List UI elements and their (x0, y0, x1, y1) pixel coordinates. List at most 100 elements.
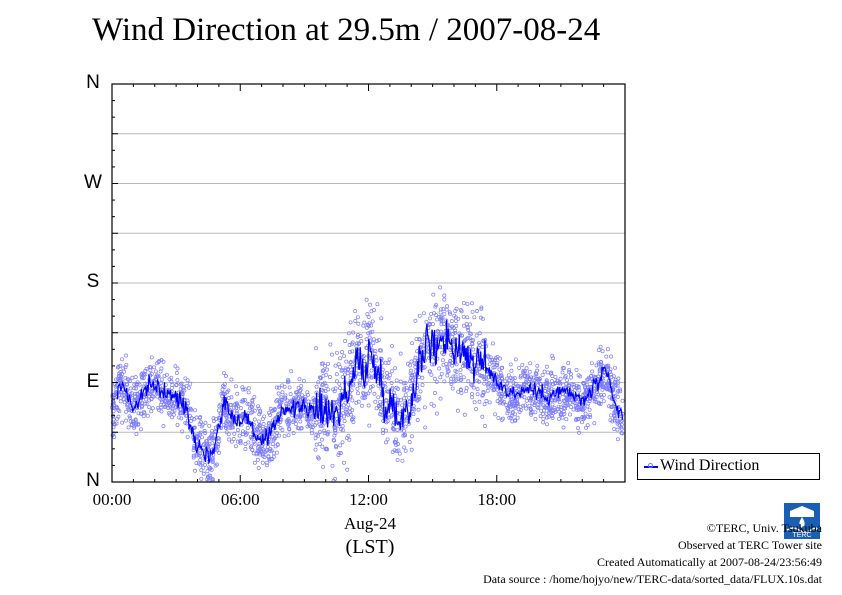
data-point (294, 390, 298, 395)
data-point (194, 461, 199, 466)
data-point (344, 359, 349, 364)
data-point (515, 401, 520, 406)
data-point (480, 414, 485, 419)
data-point (449, 381, 454, 386)
data-point (433, 304, 438, 309)
data-point (289, 369, 294, 374)
data-point (351, 330, 356, 335)
data-point (288, 409, 293, 414)
data-point (124, 381, 129, 386)
data-point (274, 430, 279, 435)
data-point (402, 396, 407, 401)
data-point (528, 406, 533, 411)
data-point (193, 468, 197, 473)
data-point (291, 396, 296, 401)
data-point (574, 406, 579, 410)
data-point (541, 420, 546, 425)
data-point (458, 372, 463, 377)
data-point (222, 370, 226, 375)
scatter-points (110, 285, 625, 483)
legend-label: Wind Direction (660, 457, 760, 474)
data-point (456, 389, 461, 394)
data-point (191, 448, 196, 453)
data-point (361, 391, 366, 396)
data-point (345, 436, 349, 441)
data-point (506, 409, 511, 414)
data-point (479, 306, 484, 311)
data-point (587, 407, 592, 412)
data-point (338, 356, 343, 361)
data-point (306, 399, 311, 404)
data-point (147, 405, 152, 410)
series-line-wind-direction (116, 319, 624, 465)
data-point (403, 381, 408, 385)
data-point (612, 427, 617, 432)
data-point (379, 316, 384, 321)
data-point (567, 368, 572, 373)
data-point (328, 342, 333, 347)
data-point (147, 398, 152, 403)
data-point (557, 400, 562, 404)
data-point (407, 440, 412, 444)
data-point (482, 402, 487, 407)
copyright-text: ©TERC, Univ. Tsukuba (706, 521, 822, 535)
data-point (482, 377, 487, 381)
data-point (586, 384, 590, 389)
data-point (207, 423, 212, 428)
data-point (546, 387, 551, 392)
data-point (304, 417, 309, 422)
data-point (325, 367, 330, 372)
data-point (318, 375, 323, 380)
data-point (340, 368, 345, 373)
data-point (376, 395, 381, 400)
data-point (252, 408, 257, 413)
data-point (605, 347, 610, 352)
data-point (376, 404, 381, 409)
data-point (257, 412, 262, 417)
data-point (117, 409, 122, 414)
data-point (248, 406, 252, 411)
data-point (249, 410, 254, 415)
y-tick-label: N (86, 72, 100, 93)
data-point (415, 383, 420, 388)
data-point (124, 418, 129, 423)
data-point (141, 414, 146, 419)
data-point (464, 389, 468, 394)
data-point (444, 361, 449, 366)
data-point (178, 387, 183, 391)
data-point (283, 393, 288, 398)
data-point (398, 351, 403, 356)
data-point (243, 430, 248, 435)
data-point (121, 369, 126, 374)
data-point (555, 378, 560, 383)
data-point (180, 387, 185, 392)
data-point (217, 450, 221, 455)
data-point (314, 432, 319, 437)
data-point (198, 451, 203, 456)
data-point (589, 361, 594, 366)
data-point (509, 394, 514, 399)
data-point (439, 319, 444, 324)
data-point (317, 442, 322, 446)
data-point (601, 393, 606, 398)
data-point (521, 403, 526, 408)
data-point (252, 460, 257, 465)
data-point (148, 368, 153, 373)
data-point (513, 412, 517, 417)
data-point (357, 381, 362, 386)
data-point (318, 375, 322, 380)
data-point (441, 358, 445, 363)
data-point (268, 406, 273, 411)
data-point (201, 465, 206, 470)
data-point (364, 337, 369, 342)
data-point (563, 374, 568, 379)
data-point (493, 412, 498, 417)
data-point (321, 368, 326, 373)
data-point (224, 374, 228, 378)
data-point (442, 379, 447, 384)
data-point (143, 381, 148, 386)
data-point (549, 370, 554, 375)
data-point (438, 307, 443, 312)
data-point (506, 373, 511, 378)
data-point (323, 447, 328, 452)
